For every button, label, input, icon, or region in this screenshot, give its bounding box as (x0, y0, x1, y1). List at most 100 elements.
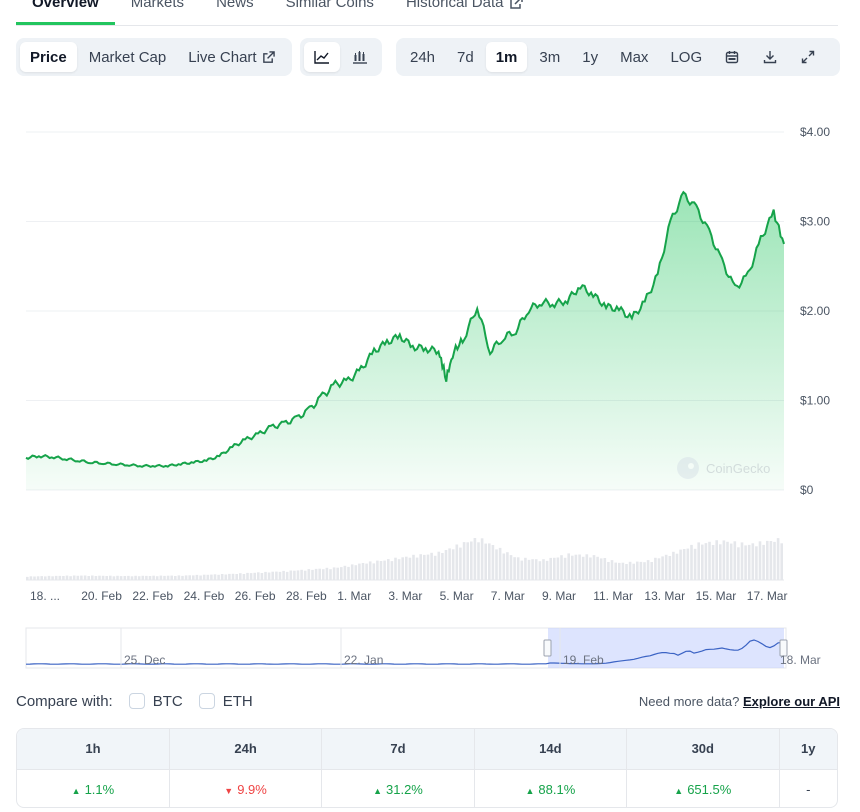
volume-bar (502, 553, 506, 580)
button-label: 1m (495, 48, 518, 66)
volume-bar (466, 542, 469, 580)
change-value: 9.9% (237, 781, 267, 797)
compare-eth-checkbox[interactable]: ETH (198, 693, 253, 710)
volume-bar (654, 557, 657, 580)
x-tick-label: 11. Mar (593, 589, 633, 603)
volume-bar (498, 547, 502, 580)
volume-bar (755, 546, 758, 580)
volume-bar (592, 555, 596, 580)
range-1y-button[interactable]: 1y (572, 42, 608, 72)
volume-bar (491, 545, 495, 580)
navigator-handle-right[interactable] (779, 639, 788, 657)
live-chart-button[interactable]: Live Chart (178, 42, 284, 72)
volume-bar (390, 561, 394, 580)
navigator-label: 22. Jan (344, 653, 383, 667)
volume-bar (415, 557, 419, 580)
range-24h-button[interactable]: 24h (400, 42, 445, 72)
volume-bar (527, 559, 531, 580)
button-label: Max (620, 48, 649, 66)
tab-label: Similar Coins (285, 0, 374, 11)
range-max-button[interactable]: Max (610, 42, 658, 72)
candlestick-chart-button[interactable] (342, 42, 378, 72)
tab-historical-data[interactable]: Historical Data (406, 0, 524, 25)
x-tick-label: 9. Mar (542, 589, 576, 603)
date-range-button[interactable] (714, 42, 750, 72)
volume-bar (318, 568, 321, 580)
volume-bar (148, 576, 152, 580)
column-header: 30d (626, 729, 780, 769)
chart-type-group (300, 38, 382, 76)
navigator-labels: 25. Dec 22. Jan 19. Feb 18. Mar (120, 628, 821, 668)
volume-bar (58, 575, 62, 580)
tab-news[interactable]: News (216, 0, 254, 25)
log-scale-button[interactable]: LOG (660, 42, 712, 72)
volume-bar (206, 574, 210, 580)
volume-bar (571, 555, 574, 580)
tab-similar-coins[interactable]: Similar Coins (286, 0, 374, 25)
volume-bar (159, 575, 163, 580)
volume-bar (170, 575, 173, 580)
volume-bar (105, 576, 108, 580)
volume-bar (538, 561, 542, 580)
volume-bar (744, 545, 747, 580)
y-tick-label: $1.00 (800, 394, 830, 408)
line-chart-button[interactable] (304, 42, 340, 72)
volume-bar (26, 576, 29, 580)
market-cap-view-button[interactable]: Market Cap (79, 42, 177, 72)
api-promo: Need more data? Explore our API (639, 694, 840, 709)
range-navigator[interactable]: 25. Dec 22. Jan 19. Feb 18. Mar (25, 627, 821, 669)
price-chart[interactable]: $4.00 $3.00 $2.00 $1.00 $0 CoinGecko 18. ...… (0, 0, 860, 680)
volume-bar (329, 569, 332, 580)
volume-bar (69, 576, 72, 580)
explore-api-link[interactable]: Explore our API (742, 693, 840, 709)
tab-markets[interactable]: Markets (131, 0, 184, 25)
volume-bar (574, 554, 578, 580)
change-7d-cell: ▲ 31.2% (321, 768, 475, 807)
volume-bar (636, 561, 639, 580)
volume-bar (715, 540, 718, 580)
volume-bar (628, 561, 632, 580)
tab-label: Markets (130, 0, 185, 11)
volume-bar (776, 538, 780, 580)
volume-bar (480, 538, 484, 580)
navigator-selection[interactable] (548, 628, 784, 668)
volume-bar (311, 569, 314, 580)
tab-overview[interactable]: Overview (16, 0, 115, 25)
volume-bar (650, 562, 653, 580)
volume-bar (282, 570, 285, 580)
table-row: ▲ 1.1% ▼ 9.9% ▲ 31.2% ▲ 88.1% ▲ 651.5% - (17, 768, 837, 807)
price-view-button[interactable]: Price (20, 42, 77, 72)
fullscreen-button[interactable] (790, 42, 826, 72)
range-3m-button[interactable]: 3m (529, 42, 570, 72)
volume-bar (213, 574, 217, 580)
volume-bar (275, 571, 278, 580)
volume-bar (412, 554, 415, 580)
x-tick-label: 26. Feb (235, 589, 276, 603)
checkbox-box[interactable] (128, 693, 145, 709)
volume-bar (531, 559, 534, 580)
volume-bar (87, 576, 90, 580)
tab-bar: Overview Markets News Similar Coins Hist… (16, 0, 838, 26)
button-label: 1y (582, 48, 599, 66)
compare-btc-checkbox[interactable]: BTC (128, 693, 183, 710)
view-toggle-group: Price Market Cap Live Chart (16, 38, 292, 76)
volume-bar (112, 576, 116, 580)
change-value: 651.5% (687, 781, 732, 797)
volume-bar (141, 575, 145, 580)
volume-bar (737, 547, 740, 580)
range-7d-button[interactable]: 7d (447, 42, 484, 72)
checkbox-box[interactable] (198, 693, 215, 709)
button-label: 3m (539, 48, 561, 66)
volume-bar (271, 571, 274, 580)
navigator-handle-left[interactable] (543, 639, 552, 657)
button-label: Market Cap (88, 48, 167, 66)
x-axis-labels: 18. ... 20. Feb 22. Feb 24. Feb 26. Feb 28. F… (30, 589, 787, 603)
volume-bar (394, 557, 397, 580)
download-button[interactable] (752, 42, 788, 72)
volume-bar (488, 543, 491, 580)
y-tick-label: $0 (800, 483, 814, 497)
volume-bar (563, 557, 567, 580)
range-1m-button[interactable]: 1m (485, 42, 528, 72)
compare-label: Compare with: (16, 692, 113, 710)
volume-bar (719, 544, 722, 580)
